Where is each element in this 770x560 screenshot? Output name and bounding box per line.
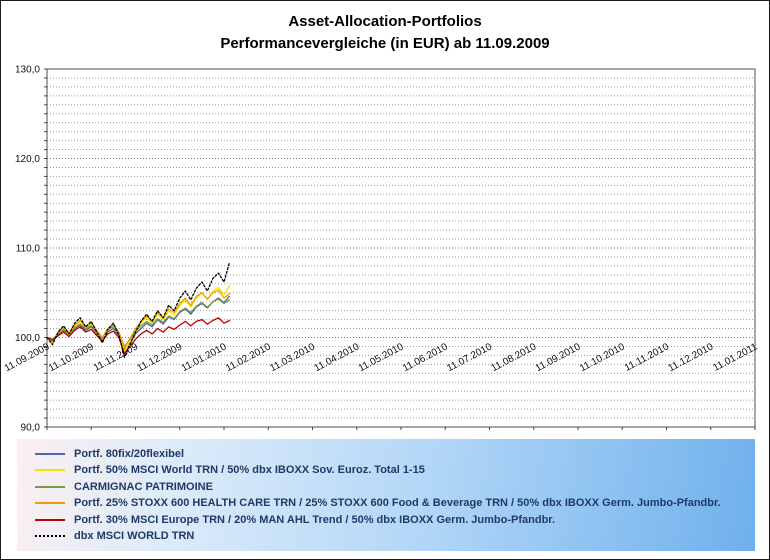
legend-line-sample-dotted-black (35, 535, 65, 538)
legend-label: CARMIGNAC PATRIMOINE (74, 480, 213, 493)
svg-text:11.12.2009: 11.12.2009 (135, 341, 184, 374)
legend-line-sample-blue (35, 452, 65, 455)
legend-item: Portf. 25% STOXX 600 HEALTH CARE TRN / 2… (27, 495, 747, 512)
svg-text:11.08.2010: 11.08.2010 (489, 341, 538, 374)
legend-line-sample-yellow (35, 469, 65, 472)
legend-label: Portf. 30% MSCI Europe TRN / 20% MAN AHL… (74, 513, 556, 526)
legend-item: dbx MSCI WORLD TRN (27, 528, 747, 545)
svg-text:100,0: 100,0 (15, 333, 40, 344)
svg-text:11.09.2009: 11.09.2009 (3, 341, 52, 374)
legend-item: Portf. 30% MSCI Europe TRN / 20% MAN AHL… (27, 512, 747, 529)
svg-text:11.09.2010: 11.09.2010 (534, 341, 583, 374)
legend-label: Portf. 50% MSCI World TRN / 50% dbx IBOX… (74, 464, 425, 477)
legend-item: Portf. 50% MSCI World TRN / 50% dbx IBOX… (27, 462, 747, 479)
legend-label: dbx MSCI WORLD TRN (74, 530, 195, 543)
svg-text:130,0: 130,0 (15, 64, 40, 75)
svg-text:120,0: 120,0 (15, 154, 40, 165)
svg-text:90,0: 90,0 (21, 422, 41, 433)
legend-line-sample-red (35, 518, 65, 521)
svg-text:110,0: 110,0 (16, 243, 41, 254)
legend-item: Portf. 80fix/20flexibel (27, 446, 747, 463)
legend-line-sample-green (35, 485, 65, 488)
svg-text:11.12.2010: 11.12.2010 (666, 341, 715, 374)
legend-item: CARMIGNAC PATRIMOINE (27, 479, 747, 496)
svg-text:11.01.2011: 11.01.2011 (711, 341, 759, 374)
legend-label: Portf. 80fix/20flexibel (74, 447, 185, 460)
chart-title-line2: Performancevergleiche (in EUR) ab 11.09.… (220, 34, 550, 52)
legend-label: Portf. 25% STOXX 600 HEALTH CARE TRN / 2… (74, 497, 721, 510)
svg-text:11.01.2010: 11.01.2010 (180, 341, 229, 374)
legend-line-sample-orange (35, 502, 65, 505)
plot-area: 90,0 100,0 110,0 120,0 130,0 11.09.2009 11.10.… (1, 55, 769, 437)
svg-text:11.05.2010: 11.05.2010 (357, 341, 406, 374)
performance-line-chart: 90,0100,0110,0120,0130,011.09.200911.10.… (3, 64, 760, 433)
svg-text:11.04.2010: 11.04.2010 (312, 341, 361, 374)
chart-title-line1: Asset-Allocation-Portfolios (288, 13, 482, 30)
chart-title: Asset-Allocation-Portfolios Performancev… (1, 1, 769, 55)
chart-legend: Portf. 80fix/20flexibel Portf. 50% MSCI … (17, 438, 755, 551)
